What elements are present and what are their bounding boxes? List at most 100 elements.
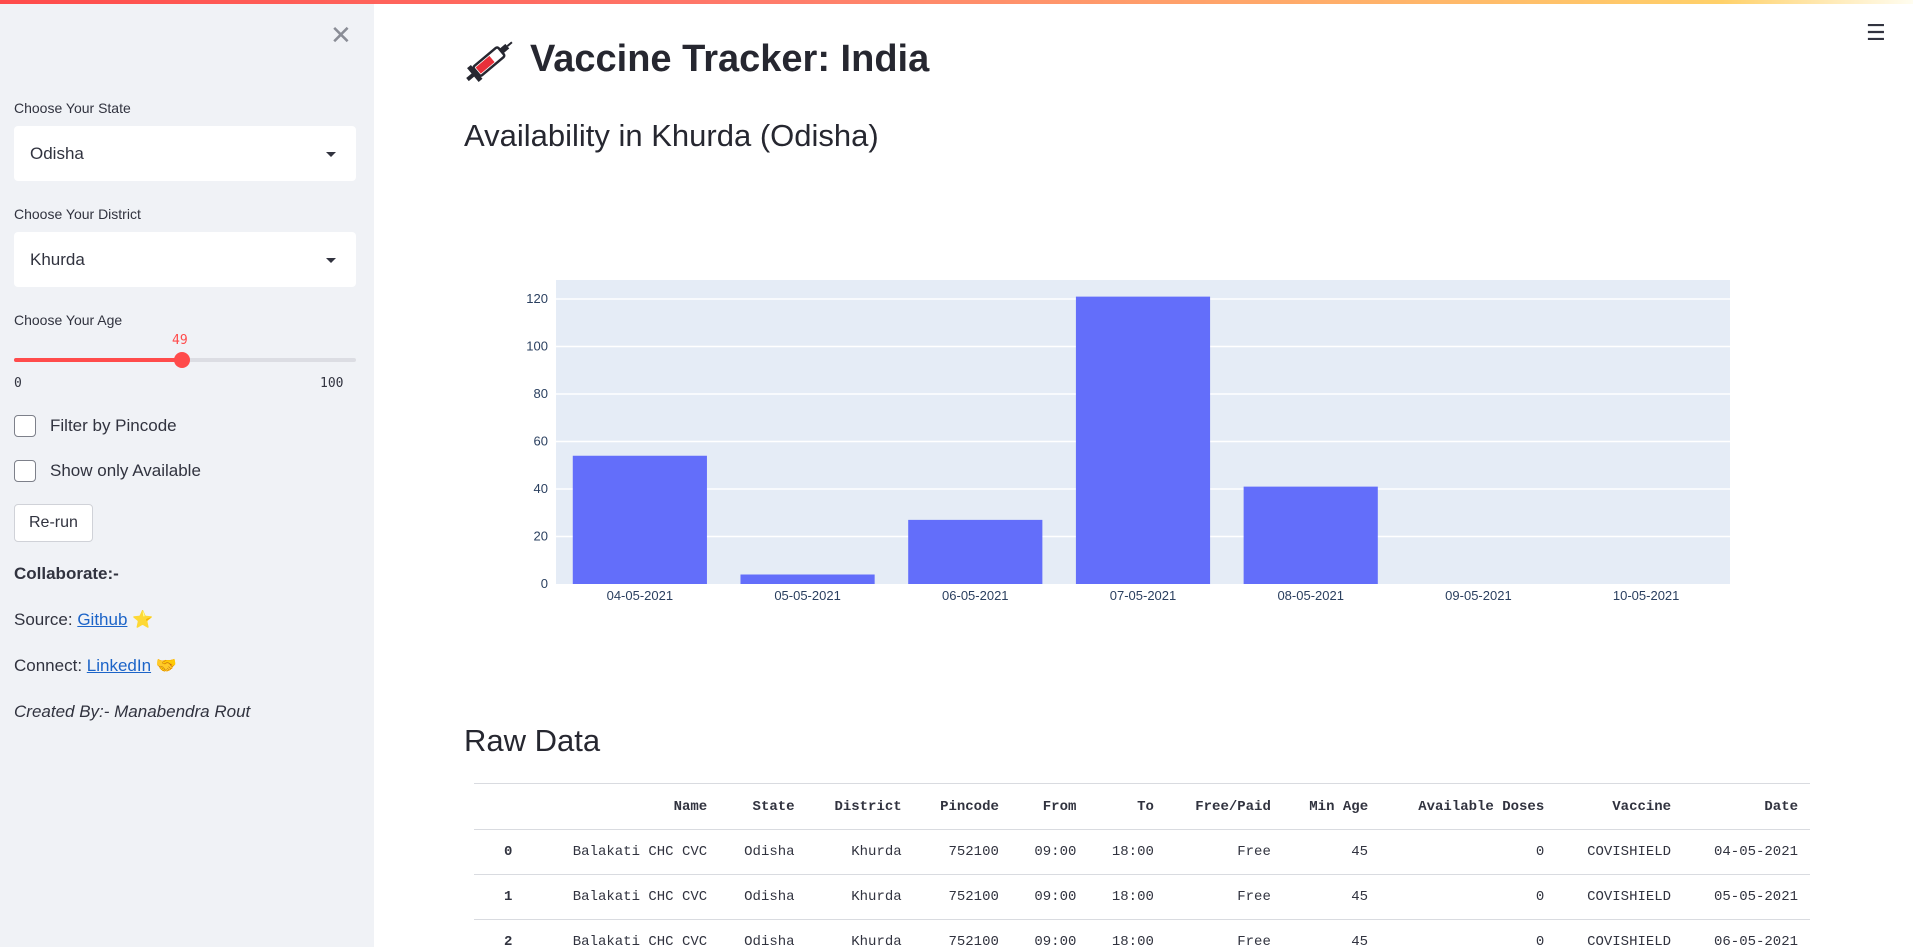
x-tick-label: 10-05-2021 <box>1613 588 1680 603</box>
chart-heading: Availability in Khurda (Odisha) <box>464 118 879 153</box>
column-header[interactable]: Pincode <box>913 783 1011 830</box>
bar <box>572 455 707 584</box>
table-row: 2 Balakati CHC CVC Odisha Khurda 752100 09:00… <box>474 919 1810 947</box>
table-cell: 45 <box>1282 874 1381 920</box>
rerun-button[interactable]: Re-run <box>14 504 93 542</box>
syringe-icon <box>466 41 513 82</box>
age-slider-fill <box>14 358 182 362</box>
table-cell: Balakati CHC CVC <box>533 829 720 875</box>
filter-pincode-checkbox[interactable] <box>14 415 36 437</box>
github-link[interactable]: Github <box>77 610 128 629</box>
column-header[interactable]: Min Age <box>1282 783 1381 830</box>
title-text: Vaccine Tracker: India <box>530 37 930 80</box>
table-cell: 18:00 <box>1088 829 1166 875</box>
bar <box>908 519 1043 584</box>
page-title: Vaccine Tracker: India <box>466 34 929 84</box>
collaborate-heading: Collaborate:- <box>14 564 119 584</box>
hamburger-menu-icon[interactable]: ☰ <box>1866 20 1886 45</box>
x-tick-label: 04-05-2021 <box>607 588 674 603</box>
bar <box>1075 296 1211 584</box>
district-select-value: Khurda <box>30 250 85 269</box>
table-cell: 06-05-2021 <box>1683 919 1810 947</box>
star-icon: ⭐ <box>132 610 154 629</box>
filter-pincode-checkbox-row[interactable]: Filter by Pincode <box>14 415 177 437</box>
age-slider-track[interactable] <box>14 352 356 368</box>
age-label: Choose Your Age <box>14 312 123 328</box>
table-cell: Odisha <box>719 919 807 947</box>
district-label: Choose Your District <box>14 206 141 222</box>
state-label: Choose Your State <box>14 100 131 116</box>
handshake-icon: 🤝 <box>155 656 177 675</box>
close-sidebar-icon[interactable]: ✕ <box>330 20 352 50</box>
caret-down-icon <box>326 152 336 157</box>
table-cell: Free <box>1165 919 1283 947</box>
collaborate-label: Collaborate:- <box>14 564 119 583</box>
y-tick-label: 0 <box>541 576 548 591</box>
table-cell: 0 <box>1380 919 1557 947</box>
table-cell: COVISHIELD <box>1556 919 1684 947</box>
column-header[interactable]: Available Doses <box>1380 783 1557 830</box>
connect-line: Connect: LinkedIn 🤝 <box>14 656 177 676</box>
table-cell: 18:00 <box>1088 919 1166 947</box>
bar <box>740 574 875 584</box>
table-cell: 752100 <box>913 919 1011 947</box>
table-cell: 45 <box>1282 919 1381 947</box>
top-decoration-bar <box>0 0 1913 4</box>
table-cell: Odisha <box>719 874 807 920</box>
column-header[interactable]: Free/Paid <box>1165 783 1283 830</box>
table-row: 1 Balakati CHC CVC Odisha Khurda 752100 09:00… <box>474 874 1810 920</box>
table-cell: 752100 <box>913 874 1011 920</box>
table-body: 0 Balakati CHC CVC Odisha Khurda 752100 09:00… <box>474 829 1810 947</box>
table-cell: Balakati CHC CVC <box>533 874 720 920</box>
x-tick-label: 08-05-2021 <box>1277 588 1344 603</box>
show-available-checkbox[interactable] <box>14 460 36 482</box>
table-cell: Khurda <box>806 874 914 920</box>
y-tick-label: 60 <box>534 434 548 449</box>
x-tick-label: 05-05-2021 <box>774 588 841 603</box>
table-cell: 09:00 <box>1010 829 1089 875</box>
table-header-row: Name State District Pincode From To Free/Paid M… <box>474 783 1810 830</box>
age-slider-min: 0 <box>14 376 22 391</box>
row-index: 2 <box>474 919 534 947</box>
created-by: Created By:- Manabendra Rout <box>14 702 251 721</box>
column-header[interactable]: To <box>1088 783 1166 830</box>
table-cell: 09:00 <box>1010 874 1089 920</box>
state-select[interactable]: Odisha <box>14 126 356 181</box>
y-tick-label: 120 <box>526 291 548 306</box>
age-slider-thumb[interactable] <box>173 352 190 368</box>
column-header[interactable]: Name <box>533 783 720 830</box>
raw-data-heading: Raw Data <box>464 723 601 758</box>
state-select-value: Odisha <box>30 144 84 163</box>
table-cell: COVISHIELD <box>1556 829 1684 875</box>
table-row: 0 Balakati CHC CVC Odisha Khurda 752100 09:00… <box>474 829 1810 875</box>
district-select[interactable]: Khurda <box>14 232 356 287</box>
row-index: 0 <box>474 829 534 875</box>
table-cell: Balakati CHC CVC <box>533 919 720 947</box>
bar <box>1243 486 1378 584</box>
column-header[interactable]: District <box>806 783 914 830</box>
table-cell: 0 <box>1380 874 1557 920</box>
column-header[interactable]: From <box>1010 783 1089 830</box>
connect-prefix: Connect: <box>14 656 83 675</box>
table-cell: Khurda <box>806 829 914 875</box>
table-cell: 752100 <box>913 829 1011 875</box>
column-header[interactable]: Date <box>1683 783 1810 830</box>
show-available-checkbox-row[interactable]: Show only Available <box>14 460 201 482</box>
linkedin-link[interactable]: LinkedIn <box>86 656 152 675</box>
table-cell: 09:00 <box>1010 919 1089 947</box>
y-tick-label: 20 <box>534 529 548 544</box>
row-index: 1 <box>474 874 534 920</box>
table-cell: Khurda <box>806 919 914 947</box>
table-cell: 0 <box>1380 829 1557 875</box>
column-header[interactable] <box>474 783 534 830</box>
filter-pincode-label: Filter by Pincode <box>50 416 177 435</box>
x-tick-label: 09-05-2021 <box>1445 588 1512 603</box>
column-header[interactable]: State <box>719 783 807 830</box>
y-tick-label: 40 <box>534 481 548 496</box>
x-tick-label: 06-05-2021 <box>942 588 1009 603</box>
table-cell: Odisha <box>719 829 807 875</box>
age-slider-max: 100 <box>320 376 344 391</box>
column-header[interactable]: Vaccine <box>1556 783 1684 830</box>
source-line: Source: Github ⭐ <box>14 610 153 630</box>
table-cell: COVISHIELD <box>1556 874 1684 920</box>
